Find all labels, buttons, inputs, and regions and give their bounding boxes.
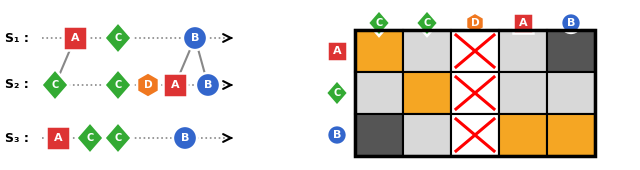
Circle shape — [327, 125, 347, 145]
Polygon shape — [104, 69, 132, 101]
Text: B: B — [567, 18, 575, 28]
Text: B: B — [333, 130, 341, 140]
Polygon shape — [137, 72, 159, 98]
Bar — [547, 30, 595, 72]
Text: C: C — [115, 133, 122, 143]
FancyBboxPatch shape — [46, 126, 70, 150]
Bar — [403, 30, 451, 72]
Text: A: A — [333, 46, 341, 56]
Text: B: B — [204, 80, 212, 90]
Text: C: C — [333, 88, 340, 98]
Text: A: A — [70, 33, 79, 43]
Text: C: C — [376, 18, 383, 28]
Text: D: D — [144, 80, 152, 90]
Polygon shape — [416, 10, 438, 36]
Bar — [403, 114, 451, 156]
Bar — [403, 72, 451, 114]
Text: C: C — [115, 80, 122, 90]
Text: B: B — [181, 133, 189, 143]
Circle shape — [183, 26, 207, 50]
Text: D: D — [470, 18, 479, 28]
Bar — [499, 72, 547, 114]
Bar — [451, 72, 499, 114]
Text: S₃ :: S₃ : — [5, 132, 29, 144]
Polygon shape — [368, 10, 390, 36]
Bar — [355, 30, 403, 72]
Text: S₁ :: S₁ : — [5, 31, 29, 45]
Text: C: C — [115, 33, 122, 43]
Bar — [451, 114, 499, 156]
FancyBboxPatch shape — [327, 41, 347, 61]
FancyBboxPatch shape — [513, 13, 533, 33]
Text: C: C — [424, 18, 431, 28]
Circle shape — [196, 73, 220, 97]
FancyBboxPatch shape — [63, 26, 87, 50]
Text: C: C — [51, 80, 59, 90]
Polygon shape — [466, 13, 484, 33]
Circle shape — [561, 13, 581, 33]
Polygon shape — [326, 80, 348, 106]
Bar — [355, 114, 403, 156]
Polygon shape — [76, 122, 104, 154]
Bar — [547, 114, 595, 156]
Circle shape — [173, 126, 197, 150]
Text: A: A — [518, 18, 527, 28]
Bar — [547, 72, 595, 114]
Text: S₂ :: S₂ : — [5, 79, 29, 91]
Text: A: A — [54, 133, 62, 143]
Polygon shape — [41, 69, 68, 101]
Text: B: B — [191, 33, 199, 43]
Bar — [355, 30, 595, 156]
Bar — [355, 72, 403, 114]
Bar — [451, 30, 499, 72]
Bar — [499, 114, 547, 156]
Bar — [499, 30, 547, 72]
FancyBboxPatch shape — [163, 73, 187, 97]
Polygon shape — [104, 22, 132, 54]
Text: C: C — [86, 133, 93, 143]
Text: A: A — [171, 80, 179, 90]
Polygon shape — [104, 122, 132, 154]
